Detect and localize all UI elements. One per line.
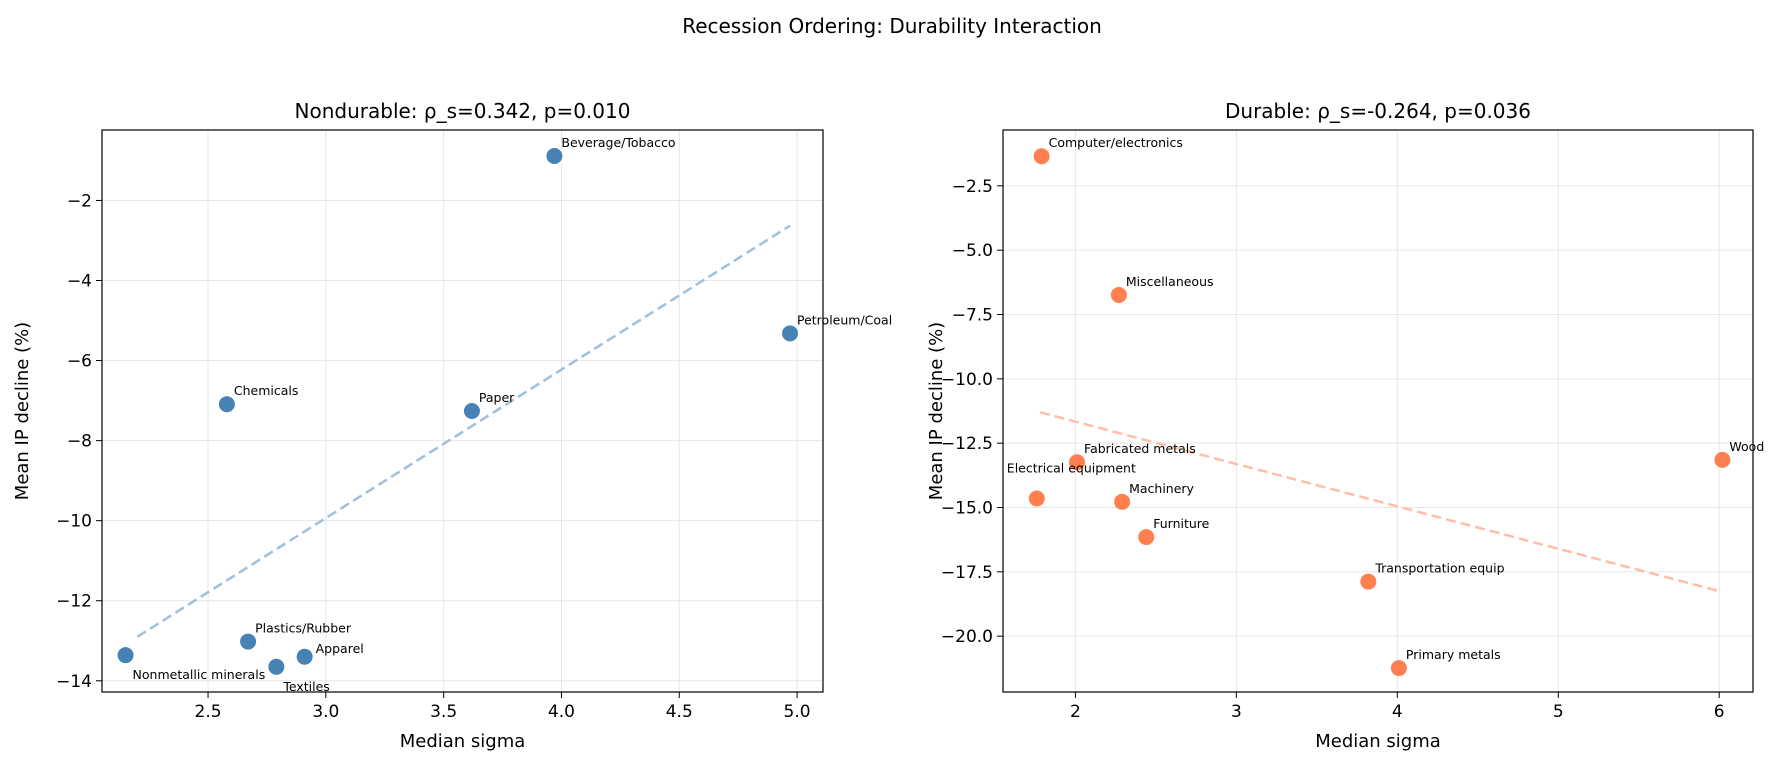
y-tick-label: −8 [67, 432, 92, 452]
y-tick-label: −4 [67, 272, 92, 292]
data-point [546, 148, 563, 165]
point-label: Paper [479, 390, 515, 405]
axes-frame [101, 129, 824, 693]
x-tick-label: 6 [1714, 702, 1725, 722]
x-tick-label: 2.5 [195, 702, 222, 722]
point-label: Computer/electronics [1049, 135, 1183, 150]
y-tick-label: −10.0 [941, 370, 993, 390]
point-label: Transportation equip [1374, 561, 1504, 576]
x-axis-label: Median sigma [400, 731, 526, 752]
x-tick-label: 5.0 [784, 702, 811, 722]
x-axis-label: Median sigma [1315, 731, 1441, 752]
x-tick-label: 5 [1553, 702, 1564, 722]
point-label: Wood [1729, 439, 1764, 454]
y-tick-label: −5.0 [952, 241, 993, 261]
figure-title: Recession Ordering: Durability Interacti… [682, 14, 1102, 38]
point-label: Apparel [316, 641, 364, 656]
point-label: Textiles [282, 679, 329, 694]
point-label: Electrical equipment [1007, 460, 1136, 475]
x-tick-label: 3.0 [312, 702, 339, 722]
data-point [1033, 148, 1050, 165]
data-point [240, 633, 257, 650]
y-tick-label: −12 [56, 592, 92, 612]
y-axis-label: Mean IP decline (%) [12, 322, 33, 500]
axes-frame [1002, 129, 1754, 693]
point-label: Plastics/Rubber [255, 621, 352, 636]
data-point [1390, 660, 1407, 677]
point-label: Furniture [1153, 516, 1209, 531]
y-tick-label: −15.0 [941, 498, 993, 518]
x-tick-label: 4.5 [666, 702, 693, 722]
y-tick-label: −10 [56, 512, 92, 532]
data-point [463, 403, 480, 419]
data-point [268, 658, 285, 675]
data-point [218, 396, 235, 413]
x-tick-label: 4 [1392, 702, 1403, 722]
subplot-title: Nondurable: ρ_s=0.342, p=0.010 [295, 99, 631, 123]
data-point [1714, 451, 1731, 468]
y-tick-label: −17.5 [941, 563, 993, 583]
data-point [1114, 493, 1131, 510]
y-axis-label: Mean IP decline (%) [926, 322, 947, 500]
y-tick-label: −14 [56, 672, 92, 692]
point-label: Primary metals [1406, 647, 1501, 662]
y-tick-label: −2.5 [952, 177, 993, 197]
point-label: Petroleum/Coal [797, 312, 892, 327]
data-point [1360, 573, 1377, 590]
data-point [1138, 529, 1155, 546]
trend-line [136, 224, 791, 638]
x-tick-label: 4.0 [548, 702, 575, 722]
data-point [782, 325, 799, 342]
data-point [296, 648, 313, 665]
point-label: Nonmetallic minerals [133, 667, 266, 682]
x-tick-label: 2 [1070, 702, 1081, 722]
subplot-title: Durable: ρ_s=-0.264, p=0.036 [1225, 99, 1531, 123]
x-tick-label: 3.5 [430, 702, 457, 722]
y-tick-label: −6 [67, 352, 92, 372]
x-tick-label: 3 [1231, 702, 1242, 722]
trend-line [1039, 411, 1720, 593]
data-point [117, 647, 134, 664]
data-point [1069, 454, 1086, 471]
point-label: Fabricated metals [1084, 441, 1196, 456]
point-label: Chemicals [234, 383, 299, 398]
data-point [1110, 286, 1127, 303]
data-point [1028, 490, 1045, 507]
y-tick-label: −2 [67, 191, 92, 211]
point-label: Miscellaneous [1126, 274, 1214, 289]
y-tick-label: −7.5 [952, 306, 993, 326]
point-label: Machinery [1129, 481, 1194, 496]
y-tick-label: −20.0 [941, 627, 993, 647]
y-tick-label: −12.5 [941, 434, 993, 454]
point-label: Beverage/Tobacco [561, 135, 675, 150]
